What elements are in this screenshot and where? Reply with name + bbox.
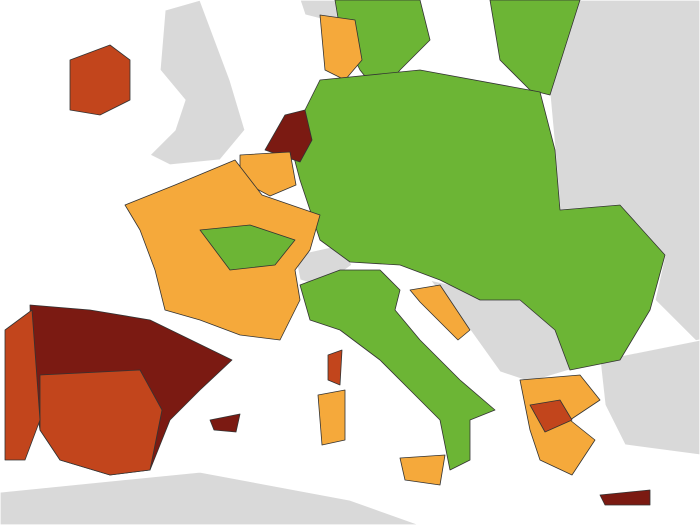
turkey xyxy=(599,339,700,456)
central-europe xyxy=(291,69,666,371)
north-africa xyxy=(0,471,421,525)
france-centre xyxy=(199,224,296,271)
ireland xyxy=(69,44,131,116)
denmark xyxy=(319,14,363,81)
sicily xyxy=(399,454,446,486)
italy xyxy=(299,269,496,471)
crete xyxy=(599,489,651,506)
sardinia xyxy=(317,389,346,446)
croatia xyxy=(409,284,471,341)
portugal xyxy=(4,309,41,461)
greece-centre xyxy=(529,399,573,433)
netherlands xyxy=(264,109,313,163)
great-britain xyxy=(148,0,246,166)
eu-regions xyxy=(4,0,666,506)
spain-south xyxy=(39,369,163,476)
corsica xyxy=(327,349,343,386)
balearic-islands xyxy=(209,413,241,433)
